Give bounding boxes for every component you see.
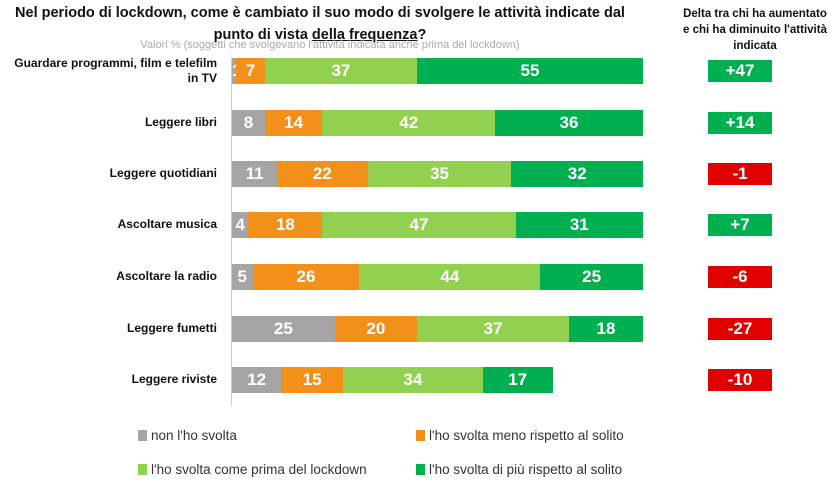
chart-title: Nel periodo di lockdown, come è cambiato… (15, 5, 625, 43)
bar-segment: 5 (232, 264, 253, 290)
bar-segment: 37 (264, 58, 417, 84)
bar-segment: 34 (342, 367, 483, 393)
bar-segment: 20 (334, 316, 417, 342)
bar-segment: 42 (322, 110, 496, 136)
delta-badge: -1 (708, 163, 772, 185)
row-label: Leggere fumetti (126, 321, 217, 335)
bar-segment: 12 (232, 367, 282, 393)
delta-badge: -27 (708, 318, 772, 340)
delta-badge: -10 (708, 369, 772, 391)
legend-item: l'ho svolta di più rispetto al solito (416, 462, 622, 477)
legend-swatch (416, 464, 425, 475)
chart-subtitle: Valori % (soggetti che svolgevano l'atti… (140, 39, 520, 51)
bar-segment: 25 (232, 316, 335, 342)
bar-segment: 25 (540, 264, 643, 290)
delta-header: Delta tra chi ha aumentato e chi ha dimi… (683, 8, 827, 52)
bar-segment: 32 (511, 161, 643, 187)
bar-segment: 4 (232, 212, 249, 238)
bar-segment: 18 (248, 212, 323, 238)
bar-segment: 35 (367, 161, 512, 187)
row-label: Leggere libri (144, 115, 217, 129)
legend-label: l'ho svolta meno rispetto al solito (429, 428, 624, 443)
bar-segment: 26 (252, 264, 360, 290)
legend-label: l'ho svolta di più rispetto al solito (429, 462, 623, 477)
bar-segment: 17 (482, 367, 553, 393)
legend-item: l'ho svolta meno rispetto al solito (416, 428, 624, 443)
delta-badge: +14 (708, 112, 772, 134)
legend-label: l'ho svolta come prima del lockdown (151, 462, 367, 477)
bar-segment: 18 (569, 316, 643, 342)
legend-swatch (416, 430, 425, 441)
delta-badge: -6 (708, 266, 772, 288)
bar-segment: 37 (416, 316, 569, 342)
legend-item: l'ho svolta come prima del lockdown (138, 462, 367, 477)
legend-swatch (138, 464, 147, 475)
bar-segment: 7 (236, 58, 265, 84)
row-label: Ascoltare la radio (116, 269, 217, 283)
bar-segment: 11 (232, 161, 278, 187)
legend-item: non l'ho svolta (138, 428, 237, 443)
row-label: Guardare programmi, film e telefilm in T… (14, 56, 217, 85)
bar-segment: 36 (495, 110, 643, 136)
delta-badge: +47 (708, 60, 772, 82)
bar-segment: 14 (264, 110, 323, 136)
row-label: Leggere quotidiani (109, 166, 217, 180)
bar-segment: 55 (416, 58, 643, 84)
bar-segment: 47 (322, 212, 516, 238)
bar-segment: 44 (359, 264, 541, 290)
row-label: Leggere riviste (131, 372, 217, 386)
legend-swatch (138, 430, 147, 441)
category-axis-line (231, 58, 232, 406)
bar-segment: 8 (232, 110, 265, 136)
bar-segment: 31 (515, 212, 643, 238)
bar-segment: 22 (277, 161, 368, 187)
legend-label: non l'ho svolta (151, 428, 237, 443)
bar-segment: 15 (281, 367, 343, 393)
row-label: Ascoltare musica (117, 217, 217, 231)
delta-badge: +7 (708, 214, 772, 236)
